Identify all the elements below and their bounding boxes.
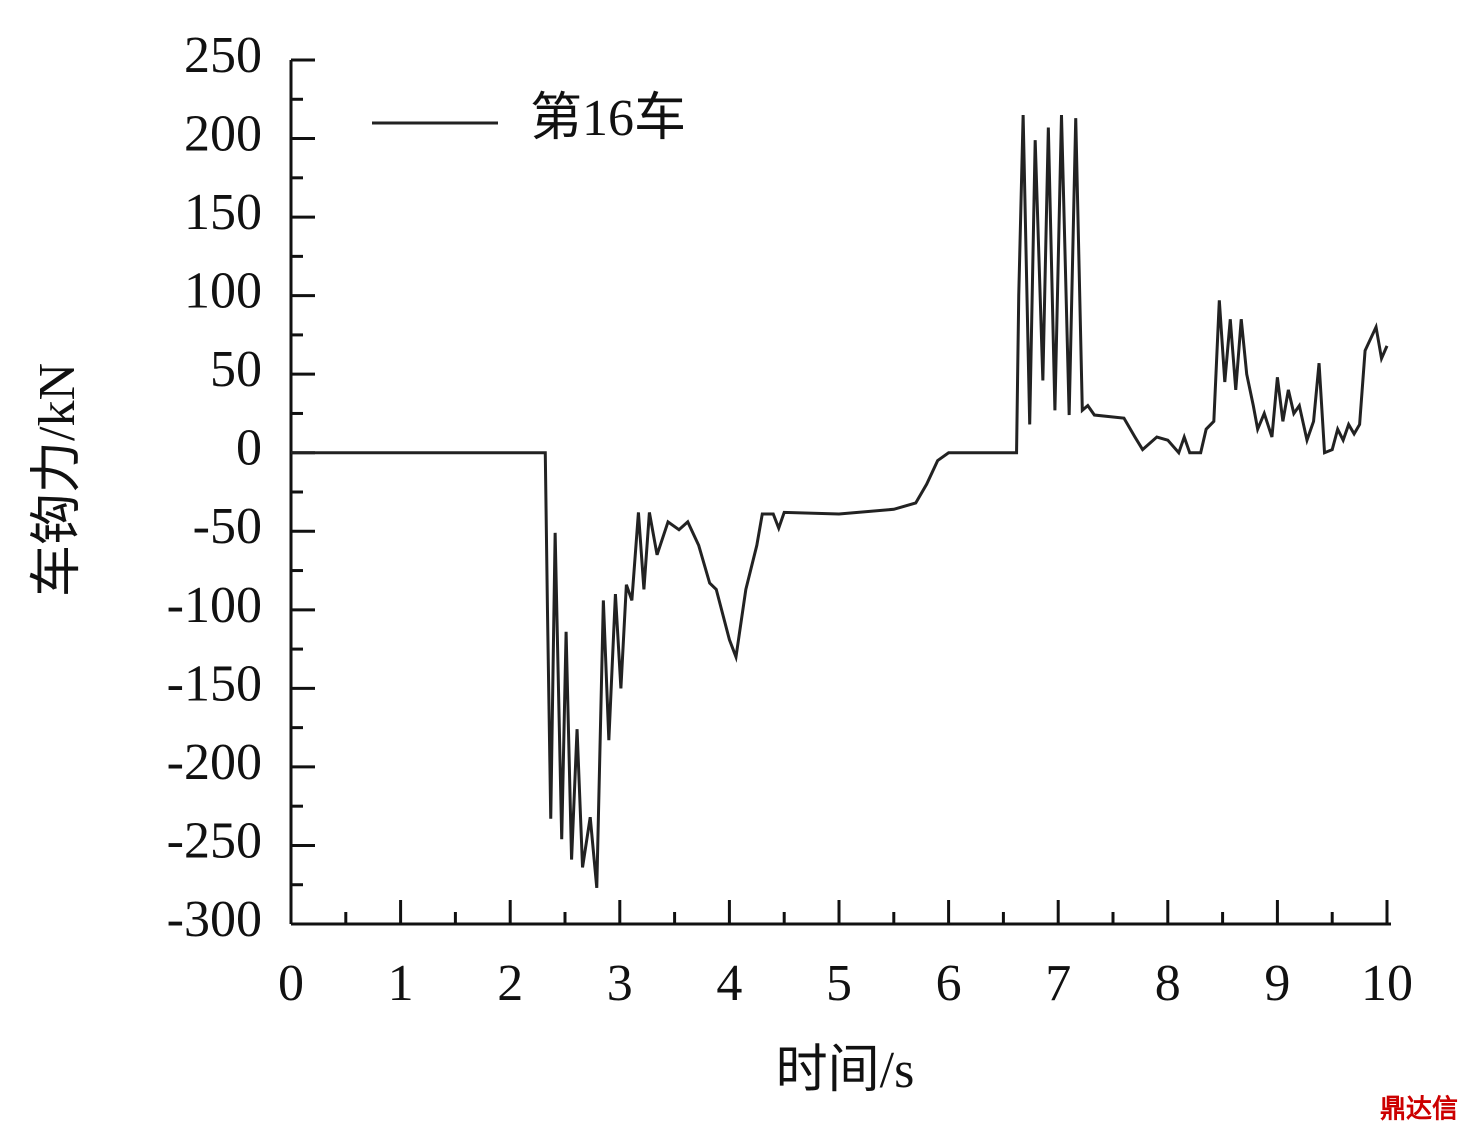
x-tick-label: 10 bbox=[1361, 955, 1413, 1012]
y-tick-label: -200 bbox=[167, 734, 262, 791]
legend-label: 第16车 bbox=[530, 90, 686, 147]
x-tick-label: 7 bbox=[1045, 955, 1071, 1012]
y-tick-label: 250 bbox=[184, 27, 262, 84]
x-axis-label: 时间/s bbox=[776, 1042, 915, 1099]
y-tick-label: 0 bbox=[236, 420, 262, 477]
x-tick-label: 0 bbox=[278, 955, 304, 1012]
y-tick-label: 150 bbox=[184, 184, 262, 241]
y-tick-label: 50 bbox=[210, 341, 262, 398]
y-tick-label: -300 bbox=[167, 891, 262, 948]
y-tick-label: -150 bbox=[167, 655, 262, 712]
x-tick-label: 2 bbox=[497, 955, 523, 1012]
y-tick-label: 100 bbox=[184, 263, 262, 320]
x-tick-label: 6 bbox=[936, 955, 962, 1012]
x-tick-label: 5 bbox=[826, 955, 852, 1012]
watermark: 鼎达信 bbox=[1380, 1095, 1458, 1125]
y-tick-label: 200 bbox=[184, 105, 262, 162]
x-tick-label: 9 bbox=[1264, 955, 1290, 1012]
x-tick-label: 4 bbox=[716, 955, 742, 1012]
y-tick-label: -100 bbox=[167, 577, 262, 634]
y-tick-label: -250 bbox=[167, 812, 262, 869]
y-tick-label: -50 bbox=[193, 498, 262, 555]
x-tick-label: 1 bbox=[388, 955, 414, 1012]
y-axis-label: 车钩力/kN bbox=[29, 363, 86, 597]
x-tick-label: 8 bbox=[1155, 955, 1181, 1012]
x-tick-label: 3 bbox=[607, 955, 633, 1012]
series-line bbox=[291, 114, 1389, 889]
